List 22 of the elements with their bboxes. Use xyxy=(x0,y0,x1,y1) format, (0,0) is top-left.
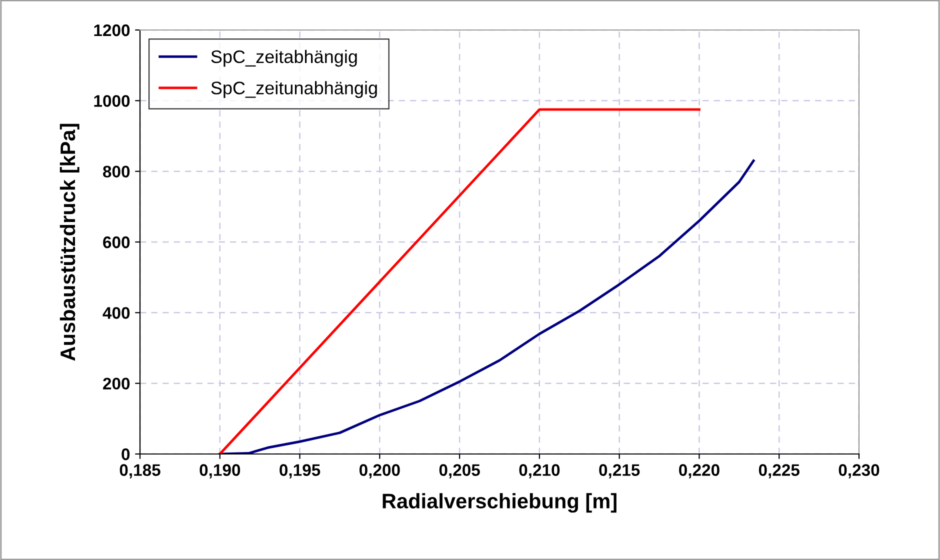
line-series xyxy=(218,159,755,454)
y-tick-label: 200 xyxy=(103,378,130,390)
y-tick-label: 600 xyxy=(103,236,130,248)
x-tick-label: 0,225 xyxy=(758,464,800,478)
y-tick-label: 0 xyxy=(122,448,130,460)
x-tick-label: 0,185 xyxy=(120,464,160,478)
y-tick-label: 400 xyxy=(102,307,130,319)
x-tick-label: 0,205 xyxy=(439,464,480,478)
y-tick-label: 1000 xyxy=(94,95,130,107)
x-axis-title: Radialverschiebung [m] xyxy=(382,493,616,513)
x-tick-label: 0,190 xyxy=(200,464,240,478)
legend-label: SpC_zeitabhängig xyxy=(211,50,357,67)
x-tick-label: 0,210 xyxy=(519,464,560,478)
y-tick-label: 800 xyxy=(103,166,130,178)
x-tick-label: 0,230 xyxy=(838,464,880,478)
y-axis-title: Ausbaustützdruck [kPa] xyxy=(60,124,80,361)
legend-label: SpC_zeitunabhängig xyxy=(211,81,377,98)
x-tick-label: 0,215 xyxy=(599,464,640,478)
y-tick-label: 1200 xyxy=(94,24,130,36)
x-tick-label: 0,195 xyxy=(280,464,320,478)
x-tick-label: 0,200 xyxy=(359,464,400,478)
x-tick-label: 0,220 xyxy=(679,464,720,478)
